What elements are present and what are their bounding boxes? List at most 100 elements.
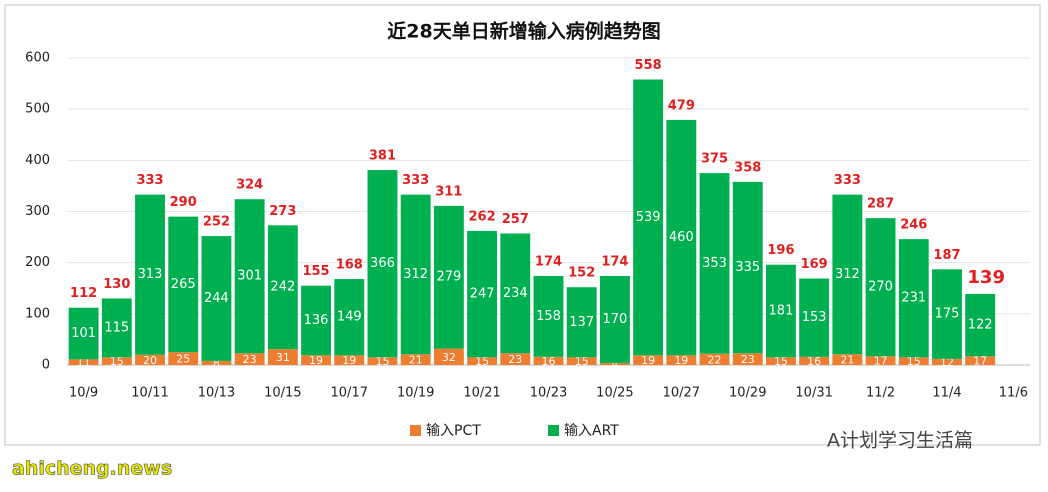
x-tick-label: 10/21 <box>463 386 500 401</box>
bar-segment <box>101 357 132 365</box>
total-label: 333 <box>834 173 861 188</box>
bar-segment <box>799 356 830 365</box>
bar-segment <box>400 194 431 355</box>
watermark: ahicheng.news <box>12 458 172 480</box>
total-label: 479 <box>668 98 695 113</box>
data-label: 335 <box>735 260 760 275</box>
data-label: 312 <box>835 267 860 282</box>
legend-swatch <box>410 425 421 436</box>
data-label: 301 <box>237 269 262 284</box>
total-label: 558 <box>635 58 662 73</box>
data-label: 12 <box>940 356 954 369</box>
data-label: 242 <box>270 280 295 295</box>
x-tick-label: 11/6 <box>999 386 1028 401</box>
legend-label: 输入ART <box>564 423 619 439</box>
total-label: 174 <box>535 254 562 269</box>
bar-segment <box>334 355 365 365</box>
bar-segment <box>367 357 398 365</box>
bar-segment <box>334 279 365 356</box>
total-label: 187 <box>933 248 960 263</box>
legend-label: 输入PCT <box>426 423 481 439</box>
total-label: 174 <box>601 254 628 269</box>
bar-segment <box>766 357 796 365</box>
total-label: 168 <box>336 258 363 273</box>
data-label: 136 <box>304 313 329 328</box>
data-label: 270 <box>868 280 893 295</box>
bar-segment <box>135 354 165 365</box>
data-label: 247 <box>470 287 495 302</box>
bar-segment <box>732 353 763 365</box>
data-label: 15 <box>475 355 489 368</box>
data-label: 31 <box>276 351 290 364</box>
total-label: 112 <box>70 286 97 301</box>
total-label: 196 <box>767 243 794 258</box>
data-label: 15 <box>774 355 788 368</box>
bar-segment <box>234 199 265 354</box>
bar-segment <box>699 353 730 365</box>
data-label: 21 <box>840 354 854 367</box>
x-tick-label: 10/11 <box>131 386 168 401</box>
bar-segment <box>400 354 431 365</box>
data-label: 8 <box>213 357 220 370</box>
bar-segment <box>566 287 597 358</box>
bar-segment <box>168 352 199 365</box>
y-tick-label: 100 <box>25 306 50 321</box>
data-label: 19 <box>674 354 688 367</box>
x-tick-label: 10/25 <box>596 386 633 401</box>
total-label: 252 <box>203 215 230 230</box>
total-label: 381 <box>369 149 396 164</box>
data-label: 115 <box>104 320 129 335</box>
y-tick-label: 500 <box>25 102 50 117</box>
data-label: 19 <box>342 354 356 367</box>
data-label: 313 <box>138 267 163 282</box>
data-label: 312 <box>403 267 428 282</box>
bar-segment <box>301 355 331 365</box>
data-label: 16 <box>542 355 556 368</box>
data-label: 25 <box>176 353 190 366</box>
data-label: 4 <box>611 358 618 371</box>
data-label: 17 <box>874 355 888 368</box>
data-label: 15 <box>575 355 589 368</box>
data-label: 181 <box>769 304 794 319</box>
bar-segment <box>201 360 232 365</box>
data-label: 16 <box>807 355 821 368</box>
total-label: 333 <box>402 173 429 188</box>
bar-segment <box>932 358 962 365</box>
total-label: 358 <box>734 160 761 175</box>
y-tick-label: 200 <box>25 255 50 270</box>
bar-segment <box>201 236 232 361</box>
bar-segment <box>898 357 929 365</box>
bar-segment <box>135 194 165 355</box>
total-label: 257 <box>502 212 529 227</box>
bar-segment <box>433 205 464 349</box>
bar-segment <box>932 269 962 359</box>
bar-segment <box>633 355 664 365</box>
x-tick-label: 10/19 <box>397 386 434 401</box>
watermark: A计划学习生活篇 <box>827 430 973 452</box>
total-label: 311 <box>435 184 462 199</box>
total-label: 333 <box>136 173 163 188</box>
bar-segment <box>965 293 996 357</box>
bar-segment <box>500 353 531 365</box>
total-label: 152 <box>568 266 595 281</box>
total-label: 375 <box>701 152 728 167</box>
total-label: 246 <box>900 218 927 233</box>
bar-segment <box>566 357 597 365</box>
data-label: 20 <box>143 354 157 367</box>
data-label: 19 <box>309 354 323 367</box>
total-label: 273 <box>269 204 296 219</box>
x-tick-label: 10/29 <box>729 386 766 401</box>
bar-segment <box>367 170 398 358</box>
total-label: 130 <box>103 277 130 292</box>
data-label: 17 <box>973 355 987 368</box>
x-tick-label: 10/13 <box>198 386 235 401</box>
bar-segment <box>766 264 796 358</box>
data-label: 23 <box>508 353 522 366</box>
bar-segment <box>234 353 265 365</box>
data-label: 175 <box>935 307 960 322</box>
data-label: 153 <box>802 310 827 325</box>
bar-segment <box>101 298 132 358</box>
data-label: 234 <box>503 286 528 301</box>
data-label: 15 <box>110 355 124 368</box>
bar-segment <box>832 194 863 355</box>
